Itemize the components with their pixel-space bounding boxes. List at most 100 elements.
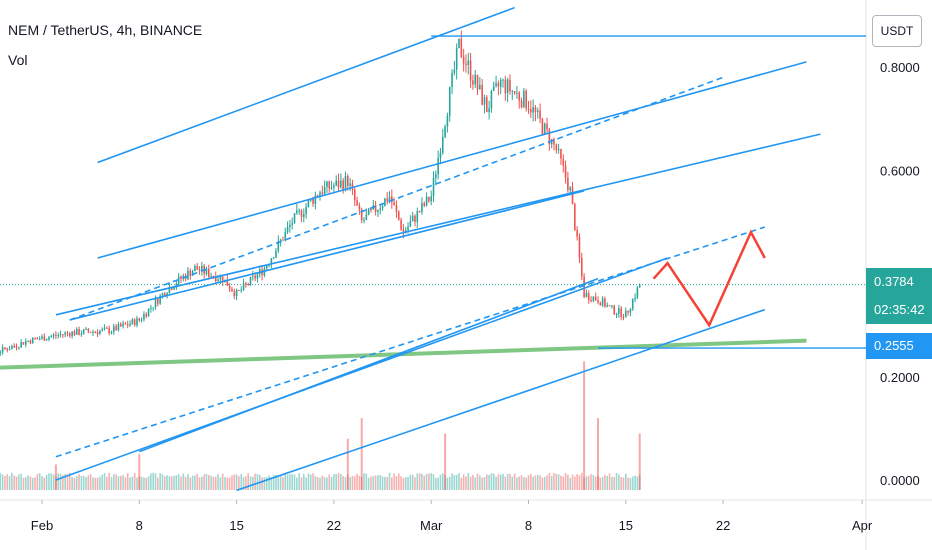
candle-body (20, 342, 22, 348)
channel-line (236, 308, 766, 492)
candle-body (43, 336, 46, 341)
candle-body (513, 91, 516, 94)
volume-bar (511, 476, 514, 490)
candle-body (560, 148, 562, 159)
volume-bar (439, 474, 442, 490)
volume-bar (275, 474, 277, 490)
candle-body (599, 302, 602, 306)
candle-body (516, 92, 518, 94)
channel-line (55, 257, 668, 481)
candle-body (254, 275, 256, 279)
candle-body (351, 183, 354, 190)
candle-body (365, 214, 368, 220)
volume-bar (219, 477, 222, 490)
volume-bar (191, 475, 194, 490)
volume-bar (516, 477, 518, 490)
candle-body (587, 293, 590, 300)
candle-body (381, 206, 384, 209)
candle-body (194, 265, 196, 272)
volume-bar (344, 477, 347, 490)
candle-body (106, 327, 108, 329)
candle-body (238, 289, 240, 291)
candle-body (448, 87, 451, 116)
volume-bar (328, 474, 331, 490)
candle-body (87, 328, 90, 332)
volume-bar (490, 473, 493, 490)
currency-button[interactable]: USDT (872, 15, 922, 47)
candle-body (85, 328, 87, 330)
volume-bar (520, 475, 523, 490)
volume-bar (418, 473, 421, 490)
volume-bar (548, 473, 551, 490)
candle-body (488, 108, 490, 113)
candle-body (460, 38, 463, 57)
candle-body (432, 177, 435, 197)
volume-bar (590, 473, 592, 490)
candle-body (154, 298, 157, 308)
candle-body (444, 126, 446, 137)
volume-bar (115, 474, 117, 490)
volume-bar (599, 477, 602, 490)
volume-bar (52, 474, 55, 490)
candle-body (312, 198, 314, 204)
candle-body (150, 307, 152, 309)
volume-bar (231, 475, 233, 490)
candle-body (384, 198, 386, 207)
volume-bar (224, 476, 226, 490)
candle-body (145, 314, 148, 317)
time-tick-label: 15 (229, 518, 243, 533)
volume-indicator-label[interactable]: Vol (8, 52, 28, 68)
candle-body (564, 165, 567, 178)
candle-body (13, 346, 15, 348)
candle-body (472, 80, 474, 85)
volume-bar (87, 475, 90, 490)
volume-bar (474, 477, 477, 490)
volume-bar (307, 473, 310, 490)
candle-body (235, 289, 238, 297)
candle-body (323, 186, 326, 194)
volume-bar (455, 474, 458, 490)
volume-bar (407, 476, 409, 490)
candle-body (173, 287, 175, 290)
volume-bar (170, 476, 173, 490)
volume-bar (384, 476, 386, 490)
volume-spike (444, 433, 447, 490)
volume-bar (409, 474, 412, 490)
candle-body (27, 340, 29, 342)
volume-bar (458, 473, 460, 490)
volume-bar (453, 474, 456, 490)
candle-body (226, 279, 229, 286)
volume-bar (78, 474, 80, 490)
candle-body (465, 63, 467, 65)
volume-bar (587, 475, 590, 490)
volume-bar (509, 473, 511, 490)
volume-bar (333, 473, 335, 490)
candle-body (428, 196, 430, 202)
candle-body (265, 265, 268, 269)
candle-body (29, 340, 32, 344)
volume-bar (161, 474, 164, 490)
candle-body (34, 337, 36, 339)
candle-body (270, 258, 273, 265)
candle-body (374, 205, 377, 212)
volume-bar (391, 477, 393, 490)
candle-body (38, 338, 41, 340)
candle-body (425, 196, 428, 206)
candle-body (228, 285, 231, 290)
volume-bar (80, 475, 83, 490)
volume-bar (395, 476, 398, 490)
candle-body (161, 293, 164, 296)
candle-body (263, 268, 266, 276)
volume-bar (569, 477, 571, 490)
candle-body (69, 333, 71, 337)
candle-body (353, 189, 356, 201)
volume-bar (122, 475, 124, 490)
volume-bar (240, 473, 243, 490)
volume-bar (247, 473, 249, 490)
volume-bar (326, 477, 328, 490)
volume-bar (504, 476, 507, 490)
volume-bar (309, 474, 312, 490)
candle-body (613, 305, 616, 315)
candle-body (321, 192, 324, 194)
